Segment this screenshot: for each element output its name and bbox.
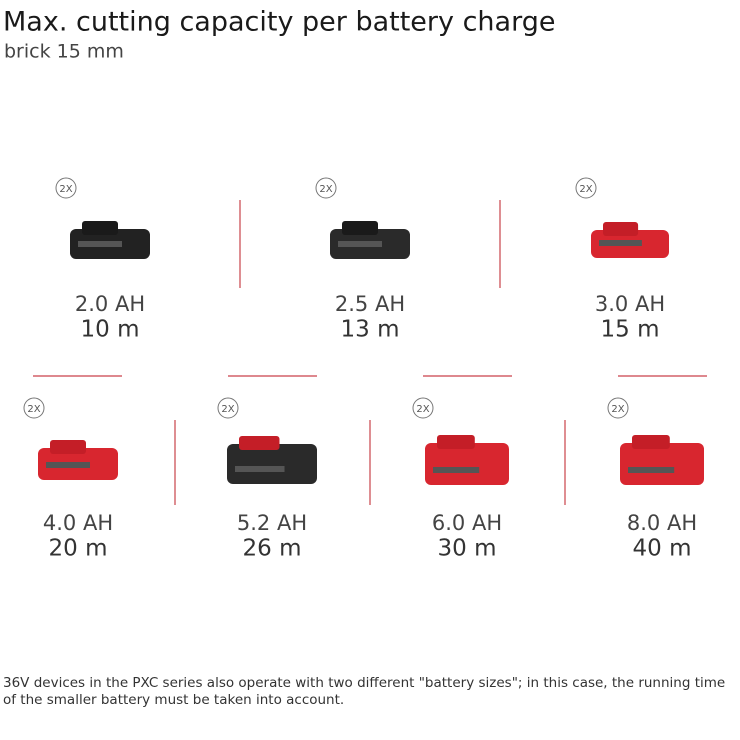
cutting-length: 26 m bbox=[243, 536, 302, 562]
battery-label bbox=[78, 241, 122, 247]
subtitle: brick 15 mm bbox=[4, 41, 124, 63]
badge-circle bbox=[315, 177, 337, 199]
capacity: 4.0 AH bbox=[43, 511, 113, 535]
footnote-line: of the smaller battery must be taken int… bbox=[3, 692, 344, 708]
badge: 2X bbox=[611, 404, 624, 415]
cutting-length: 15 m bbox=[601, 317, 660, 343]
capacity: 3.0 AH bbox=[595, 292, 665, 316]
cutting-length: 30 m bbox=[438, 536, 497, 562]
capacity: 2.5 AH bbox=[335, 292, 405, 316]
battery-top bbox=[632, 435, 670, 449]
cutting-length: 20 m bbox=[49, 536, 108, 562]
badge: 2X bbox=[579, 184, 592, 195]
badge-circle bbox=[55, 177, 77, 199]
capacity: 5.2 AH bbox=[237, 511, 307, 535]
battery-label bbox=[599, 240, 642, 246]
capacity: 8.0 AH bbox=[627, 511, 697, 535]
footnote-line: 36V devices in the PXC series also opera… bbox=[3, 675, 725, 691]
capacity: 2.0 AH bbox=[75, 292, 145, 316]
badge-circle bbox=[217, 397, 239, 419]
badge: 2X bbox=[319, 184, 332, 195]
cutting-length: 40 m bbox=[633, 536, 692, 562]
cutting-length: 13 m bbox=[341, 317, 400, 343]
badge-circle bbox=[412, 397, 434, 419]
battery-top bbox=[603, 222, 639, 236]
battery-top bbox=[50, 440, 86, 454]
battery-body bbox=[425, 443, 509, 485]
badge: 2X bbox=[416, 404, 429, 415]
battery-label bbox=[628, 467, 675, 473]
battery-top bbox=[437, 435, 475, 449]
battery-body bbox=[227, 444, 317, 484]
badge-circle bbox=[607, 397, 629, 419]
battery-label bbox=[46, 462, 90, 468]
capacity: 6.0 AH bbox=[432, 511, 502, 535]
battery-top bbox=[342, 221, 378, 235]
cutting-length: 10 m bbox=[81, 317, 140, 343]
battery-label bbox=[235, 466, 285, 472]
badge: 2X bbox=[221, 404, 234, 415]
battery-label bbox=[338, 241, 382, 247]
badge-circle bbox=[23, 397, 45, 419]
battery-top bbox=[239, 436, 280, 450]
battery-top bbox=[82, 221, 118, 235]
battery-label bbox=[433, 467, 480, 473]
badge: 2X bbox=[59, 184, 72, 195]
battery-body bbox=[620, 443, 704, 485]
badge: 2X bbox=[27, 404, 40, 415]
badge-circle bbox=[575, 177, 597, 199]
title: Max. cutting capacity per battery charge bbox=[3, 7, 555, 38]
